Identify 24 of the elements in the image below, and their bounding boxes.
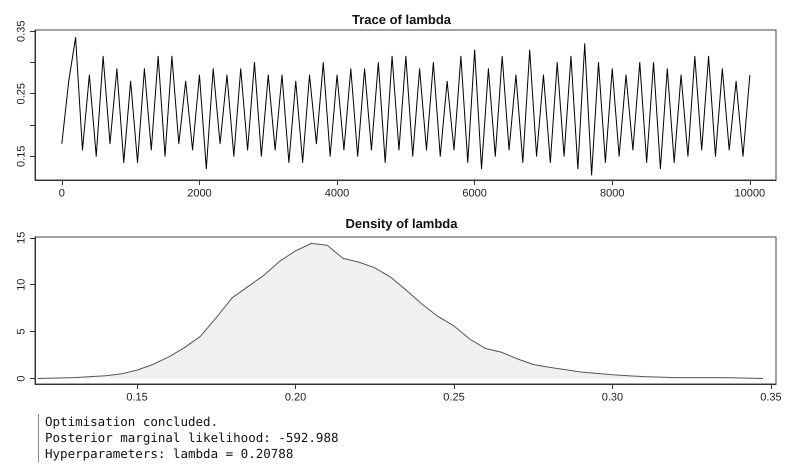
x-tick-label: 0.30 [602, 392, 624, 404]
y-tick-label: 10 [16, 278, 28, 291]
x-tick-label: 4000 [324, 188, 350, 200]
line-series [61, 37, 750, 176]
y-tick-label: 5 [16, 328, 28, 335]
text: Posterior marginal likelihood: -592.988 [45, 430, 338, 445]
x-tick-label: 6000 [462, 188, 487, 200]
x-tick-label: 0.35 [760, 392, 782, 404]
x-tick-label: 2000 [187, 188, 212, 200]
x-tick-label: 10000 [734, 188, 766, 200]
y-tick-label: 0 [16, 375, 28, 382]
x-tick-label: 8000 [600, 188, 624, 200]
text: Hyperparameters: lambda = 0.20788 [45, 446, 294, 461]
text: Optimisation concluded. [45, 414, 218, 429]
x-tick-label: 0 [58, 188, 65, 200]
y-tick-label: 0.25 [16, 83, 28, 104]
x-tick-label: 0.20 [284, 392, 306, 404]
y-tick-label: 15 [16, 232, 28, 244]
chart-title: Trace of lambda [352, 12, 452, 27]
y-tick-label: 0.15 [16, 146, 28, 167]
chart-title: Density of lambda [346, 216, 458, 231]
x-tick-label: 0.15 [126, 392, 148, 404]
y-tick-label: 0.35 [16, 20, 28, 42]
x-tick-label: 0.25 [443, 392, 465, 404]
